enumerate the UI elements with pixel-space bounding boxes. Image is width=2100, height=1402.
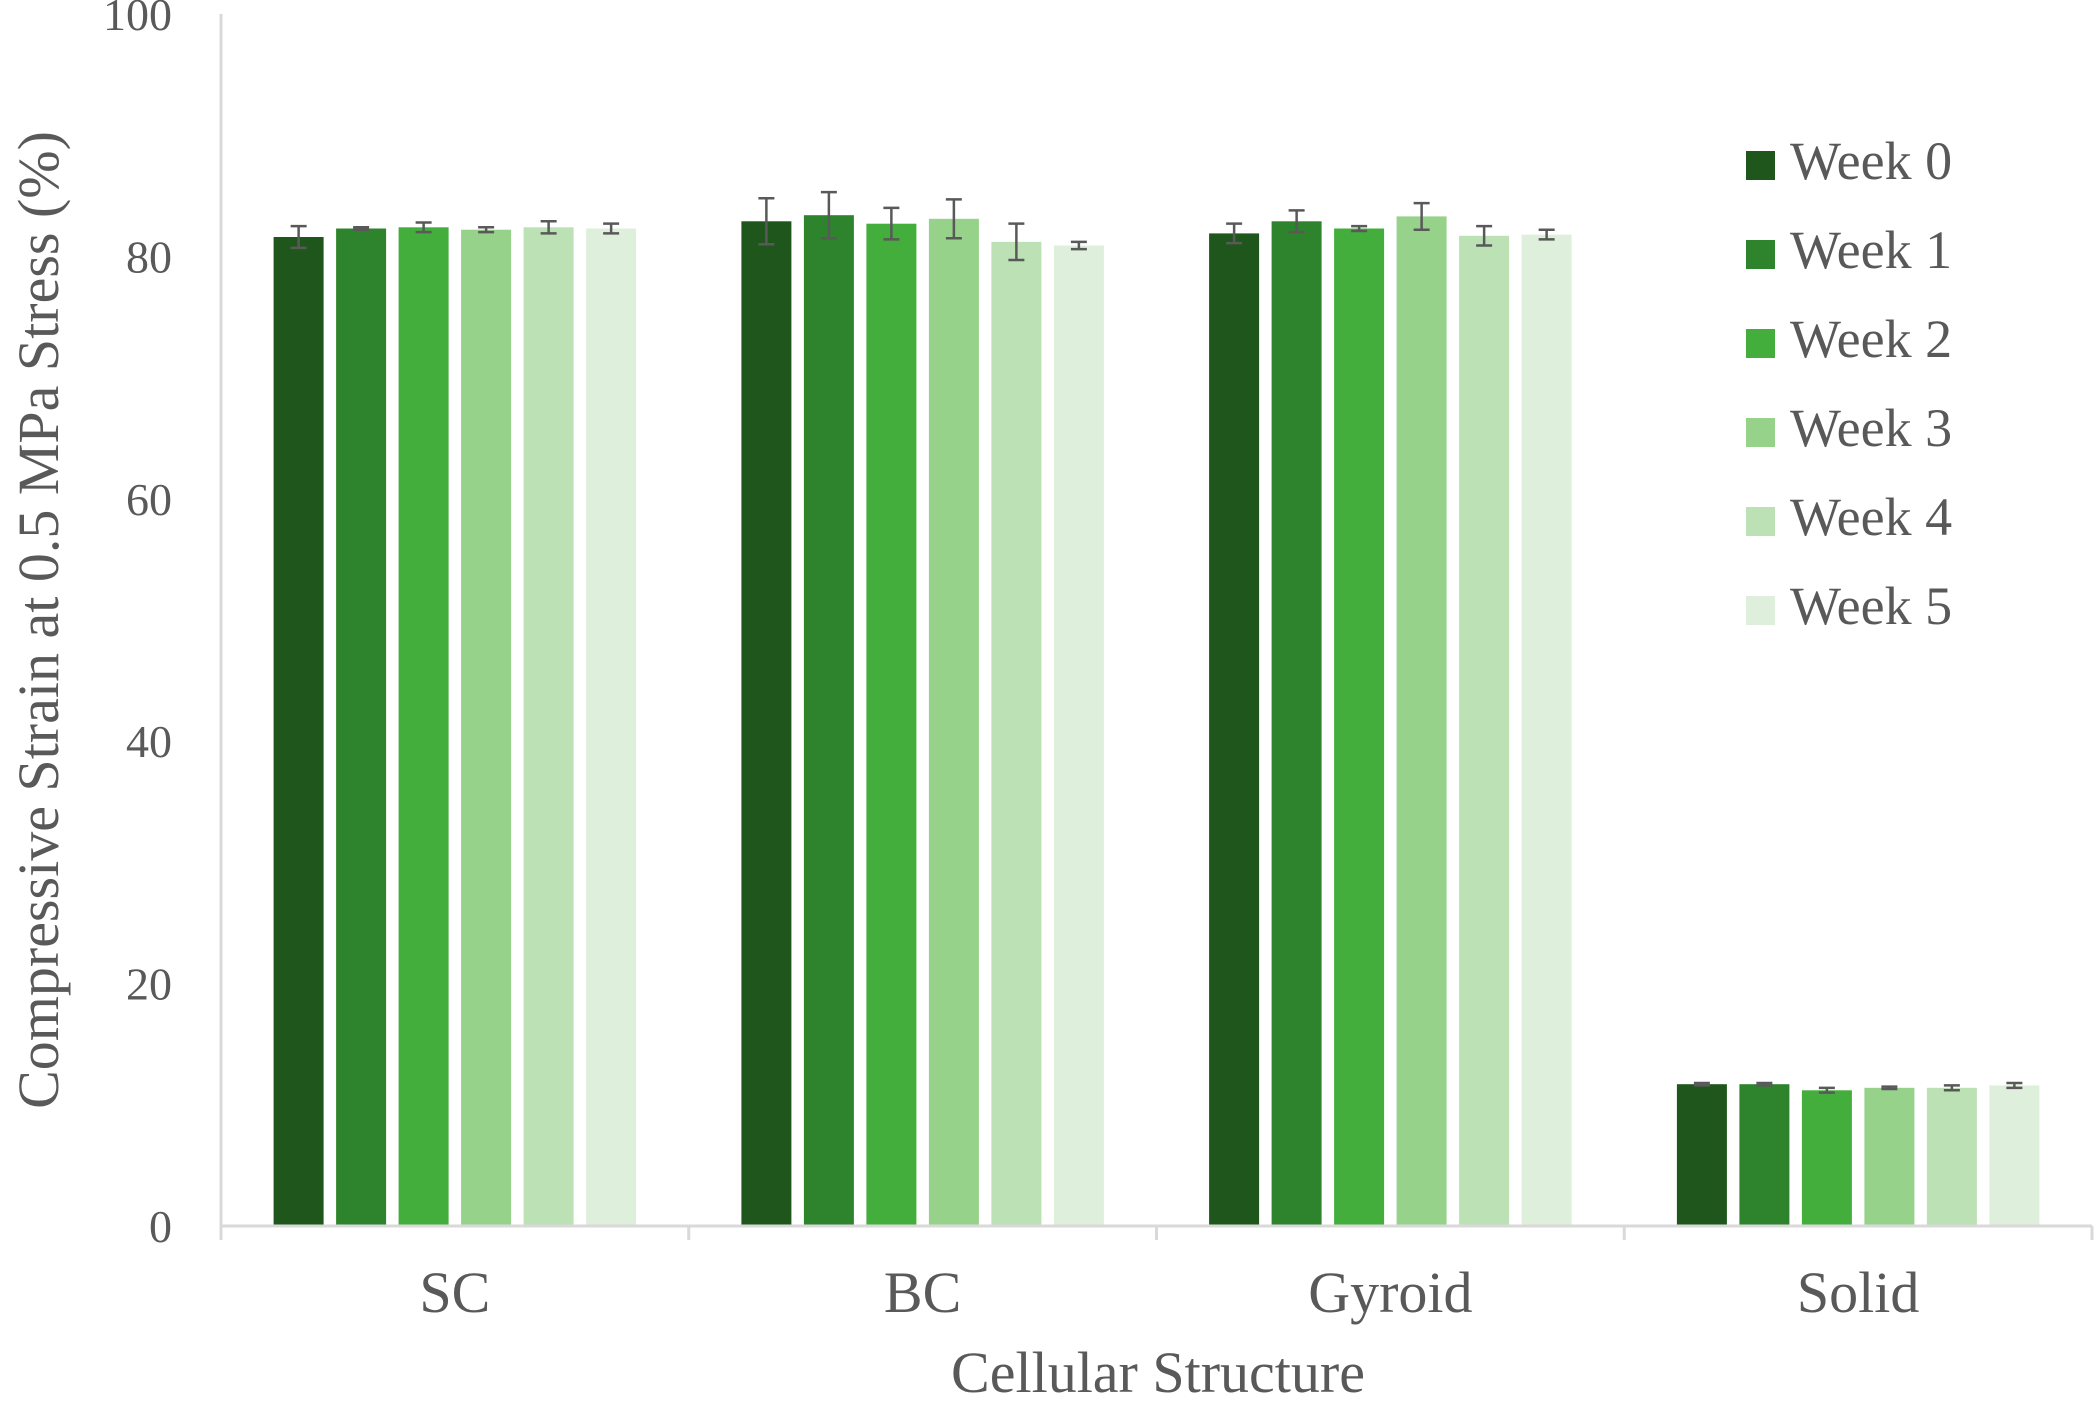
error-bar-sc-week-5 — [603, 222, 620, 235]
error-bar-gyroid-week-5 — [1538, 228, 1555, 241]
legend-entry-week-4: Week 4 — [1746, 487, 1952, 547]
x-tick-label-gyroid: Gyroid — [1308, 1260, 1472, 1325]
legend-swatch — [1746, 507, 1775, 536]
bar-gyroid-week-0 — [1209, 233, 1260, 1226]
legend-label: Week 4 — [1790, 487, 1952, 547]
error-bar-bc-week-3 — [945, 198, 962, 240]
legend-label: Week 3 — [1790, 398, 1952, 458]
legend-label: Week 1 — [1790, 220, 1952, 280]
y-tick-labels: 0 20 40 60 80 100 — [103, 0, 172, 1252]
error-bar-gyroid-week-0 — [1226, 222, 1243, 245]
legend-entry-week-0: Week 0 — [1746, 131, 1952, 191]
error-bar-bc-week-2 — [883, 206, 900, 241]
bar-solid-week-0 — [1676, 1084, 1727, 1226]
x-tick-marks — [219, 1226, 2094, 1240]
y-tick-label-20: 20 — [126, 959, 172, 1010]
bar-gyroid-week-5 — [1521, 234, 1572, 1227]
y-tick-label-40: 40 — [126, 716, 172, 767]
bar-solid-week-3 — [1864, 1087, 1915, 1226]
x-axis-title: Cellular Structure — [951, 1340, 1365, 1402]
legend-label: Week 0 — [1790, 131, 1952, 191]
bar-bc-week-1 — [803, 215, 854, 1226]
bars-layer — [273, 215, 2040, 1227]
x-tick-labels: SC BC Gyroid Solid — [419, 1260, 1919, 1325]
legend: Week 0 Week 1 Week 2 Week 3 Week 4 Week 5 — [1746, 131, 1952, 636]
bar-bc-week-4 — [991, 241, 1042, 1226]
bar-bc-week-3 — [928, 218, 979, 1227]
error-bar-sc-week-3 — [478, 226, 495, 234]
error-bar-gyroid-week-2 — [1351, 224, 1368, 233]
error-bar-bc-week-0 — [758, 196, 775, 246]
error-bar-bc-week-4 — [1008, 222, 1025, 262]
bar-solid-week-4 — [1926, 1087, 1977, 1226]
bar-bc-week-0 — [741, 221, 792, 1227]
error-bar-sc-week-4 — [540, 220, 557, 235]
bar-sc-week-4 — [523, 227, 574, 1227]
error-bar-solid-week-4 — [1943, 1084, 1960, 1092]
y-tick-label-80: 80 — [126, 231, 172, 282]
error-bar-solid-week-0 — [1693, 1081, 1710, 1087]
bar-sc-week-2 — [398, 227, 449, 1227]
error-bar-solid-week-2 — [1818, 1086, 1835, 1094]
y-axis-title: Compressive Strain at 0.5 MPa Stress (%) — [6, 131, 71, 1109]
bar-gyroid-week-2 — [1334, 228, 1385, 1226]
bar-solid-week-1 — [1739, 1084, 1790, 1226]
legend-label: Week 5 — [1790, 576, 1952, 636]
legend-swatch — [1746, 329, 1775, 358]
x-tick-label-bc: BC — [884, 1260, 961, 1325]
error-bar-sc-week-2 — [415, 221, 432, 234]
bar-sc-week-3 — [461, 229, 512, 1226]
legend-swatch — [1746, 151, 1775, 180]
error-bar-gyroid-week-4 — [1476, 224, 1493, 247]
y-tick-label-100: 100 — [103, 0, 172, 40]
y-tick-label-60: 60 — [126, 474, 172, 525]
bar-solid-week-2 — [1801, 1090, 1852, 1226]
bar-sc-week-5 — [586, 228, 637, 1226]
error-bar-solid-week-5 — [2006, 1081, 2023, 1090]
legend-swatch — [1746, 418, 1775, 447]
error-bar-gyroid-week-1 — [1288, 209, 1305, 234]
legend-entry-week-1: Week 1 — [1746, 220, 1952, 280]
bar-solid-week-5 — [1989, 1085, 2040, 1226]
bar-sc-week-0 — [273, 237, 324, 1226]
legend-swatch — [1746, 240, 1775, 269]
bar-gyroid-week-3 — [1396, 216, 1447, 1226]
error-bar-gyroid-week-3 — [1413, 201, 1430, 231]
bar-bc-week-5 — [1053, 245, 1104, 1226]
bar-gyroid-week-4 — [1459, 235, 1510, 1227]
x-tick-label-solid: Solid — [1797, 1260, 1920, 1325]
legend-entry-week-2: Week 2 — [1746, 309, 1952, 369]
error-bar-bc-week-1 — [820, 190, 837, 240]
x-tick-label-sc: SC — [419, 1260, 490, 1325]
error-bar-sc-week-1 — [353, 226, 370, 231]
error-bar-solid-week-3 — [1881, 1085, 1898, 1091]
bar-gyroid-week-1 — [1271, 221, 1322, 1227]
bar-sc-week-1 — [336, 228, 387, 1226]
bar-bc-week-2 — [866, 223, 917, 1226]
y-tick-label-0: 0 — [149, 1201, 172, 1252]
error-bar-solid-week-1 — [1756, 1081, 1773, 1087]
error-bar-sc-week-0 — [290, 224, 307, 250]
error-bars-layer — [290, 190, 2023, 1094]
error-bar-bc-week-5 — [1070, 240, 1087, 251]
legend-entry-week-3: Week 3 — [1746, 398, 1952, 458]
legend-swatch — [1746, 596, 1775, 625]
legend-label: Week 2 — [1790, 309, 1952, 369]
legend-entry-week-5: Week 5 — [1746, 576, 1952, 636]
